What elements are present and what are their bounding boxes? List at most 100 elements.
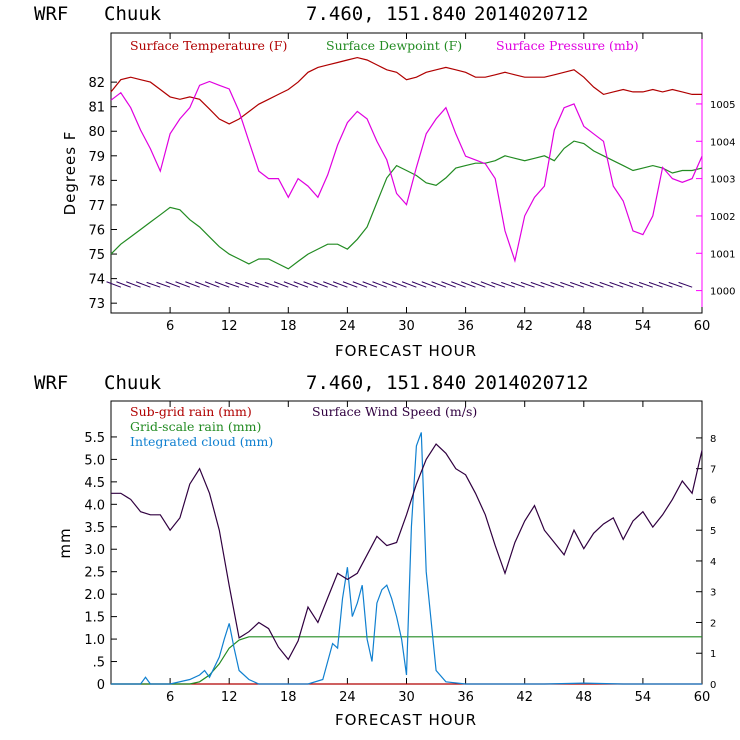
wind-barb — [273, 281, 289, 288]
y2-tick-label: 1003 — [710, 175, 735, 186]
legend-integrated-cloud: Integrated cloud (mm) — [130, 434, 273, 449]
wind-barb — [323, 281, 338, 288]
wind-barb — [638, 281, 653, 288]
x-tick-label: 42 — [516, 690, 533, 705]
header-coords: 7.460, 151.840 — [306, 3, 466, 25]
y-tick-label: 5.0 — [84, 453, 105, 468]
x-tick-label: 36 — [457, 319, 474, 334]
wind-barb — [116, 281, 131, 288]
panel-temperature: WRF Chuuk 7.460, 151.840 2014020712 6 12 1… — [34, 3, 735, 360]
y-tick-label: 2.5 — [84, 566, 105, 581]
series-surface-wind-speed-m-s — [111, 443, 703, 661]
header-coords: 7.460, 151.840 — [306, 372, 466, 394]
wind-barb — [235, 281, 250, 288]
y-tick-label: 3.0 — [84, 543, 105, 558]
y-tick-label: 1.5 — [84, 611, 105, 626]
wind-barb — [165, 281, 181, 288]
y-tick-label: 76 — [88, 223, 105, 238]
wind-barb — [668, 281, 683, 288]
wind-barb — [431, 281, 447, 288]
y-tick-label: 75 — [88, 248, 105, 263]
y2-tick-label: 0 — [710, 680, 716, 691]
header-location: Chuuk — [104, 3, 162, 25]
y2-tick-label: 1001 — [710, 249, 735, 260]
y-axis-label: Degrees F — [61, 131, 79, 216]
wind-barb — [599, 281, 614, 288]
wind-barb — [520, 281, 535, 288]
y-tick-label: .5 — [93, 656, 105, 671]
y-tick-label: 0 — [97, 678, 105, 693]
x-tick-label: 6 — [166, 690, 174, 705]
wind-barb — [303, 281, 319, 288]
legend-pressure: Surface Pressure (mb) — [496, 38, 639, 53]
legend-temperature: Surface Temperature (F) — [130, 38, 287, 53]
wind-barb — [372, 281, 387, 288]
data-series — [111, 432, 703, 685]
axis-ticks: 6 12 18 24 30 36 42 48 54 60 73 74 75 76 77 78 79 80 81 82 1… — [88, 33, 735, 334]
wind-barb — [470, 281, 486, 288]
x-tick-label: 48 — [576, 319, 593, 334]
wind-barb — [560, 281, 575, 288]
wind-barb — [550, 281, 565, 288]
wind-barb — [392, 281, 407, 288]
wind-barb — [648, 281, 663, 288]
wind-barb — [332, 281, 348, 288]
y2-tick-label: 8 — [710, 434, 716, 445]
wind-barb — [313, 281, 328, 288]
wind-barbs — [106, 281, 693, 288]
series-surface-dewpoint-f — [110, 140, 703, 270]
x-tick-label: 60 — [694, 319, 711, 334]
wind-barb — [451, 281, 466, 288]
x-tick-label: 48 — [576, 690, 593, 705]
wind-barb — [401, 281, 417, 288]
header-init-time: 2014020712 — [474, 3, 588, 25]
axis-ticks: 6 12 18 24 30 36 42 48 54 600.51.01.52.02.53.03.5… — [84, 401, 716, 705]
x-tick-label: 24 — [339, 690, 356, 705]
wind-barb — [480, 281, 496, 288]
wind-barb — [214, 281, 230, 288]
y2-tick-label: 3 — [710, 588, 716, 599]
wind-barb — [283, 281, 299, 288]
x-tick-label: 60 — [694, 690, 711, 705]
y2-tick-label: 5 — [710, 526, 716, 537]
x-tick-label: 24 — [339, 319, 356, 334]
x-tick-label: 54 — [635, 690, 652, 705]
wind-barb — [441, 281, 456, 288]
y-tick-label: 78 — [88, 174, 105, 189]
series-surface-temperature-f — [110, 56, 702, 125]
wind-barb — [185, 281, 200, 288]
wind-barb — [106, 281, 122, 288]
wind-barb — [264, 281, 279, 288]
series-grid-scale-rain-mm — [111, 636, 702, 685]
wind-barb — [293, 281, 309, 288]
y-tick-label: 80 — [88, 125, 105, 140]
y-tick-label: 4.0 — [84, 498, 105, 513]
wind-barb — [411, 281, 427, 288]
wind-barb — [195, 281, 210, 288]
wind-barb — [570, 281, 584, 288]
x-tick-label: 18 — [280, 690, 297, 705]
y-tick-label: 82 — [88, 76, 105, 91]
y-tick-label: 3.5 — [84, 521, 105, 536]
y-tick-label: 74 — [88, 273, 105, 288]
legend-wind-speed: Surface Wind Speed (m/s) — [312, 404, 477, 419]
wind-barb — [540, 281, 555, 288]
wind-barb — [579, 281, 594, 288]
y-tick-label: 77 — [88, 199, 105, 214]
plot-frame — [110, 32, 703, 314]
x-tick-label: 12 — [221, 690, 238, 705]
y-tick-label: 4.5 — [84, 476, 105, 491]
y2-tick-label: 1002 — [710, 212, 735, 223]
y2-tick-label: 4 — [710, 557, 716, 568]
wind-barb — [491, 281, 506, 288]
wind-barb — [382, 281, 397, 288]
wind-barb — [126, 281, 141, 288]
wind-barb — [342, 281, 358, 288]
y2-tick-label: 2 — [710, 618, 716, 629]
y2-tick-label: 7 — [710, 465, 716, 476]
wind-barb — [225, 281, 240, 288]
legend-subgrid-rain: Sub-grid rain (mm) — [130, 404, 252, 419]
y-tick-label: 1.0 — [84, 633, 105, 648]
y2-tick-label: 1005 — [710, 100, 735, 111]
